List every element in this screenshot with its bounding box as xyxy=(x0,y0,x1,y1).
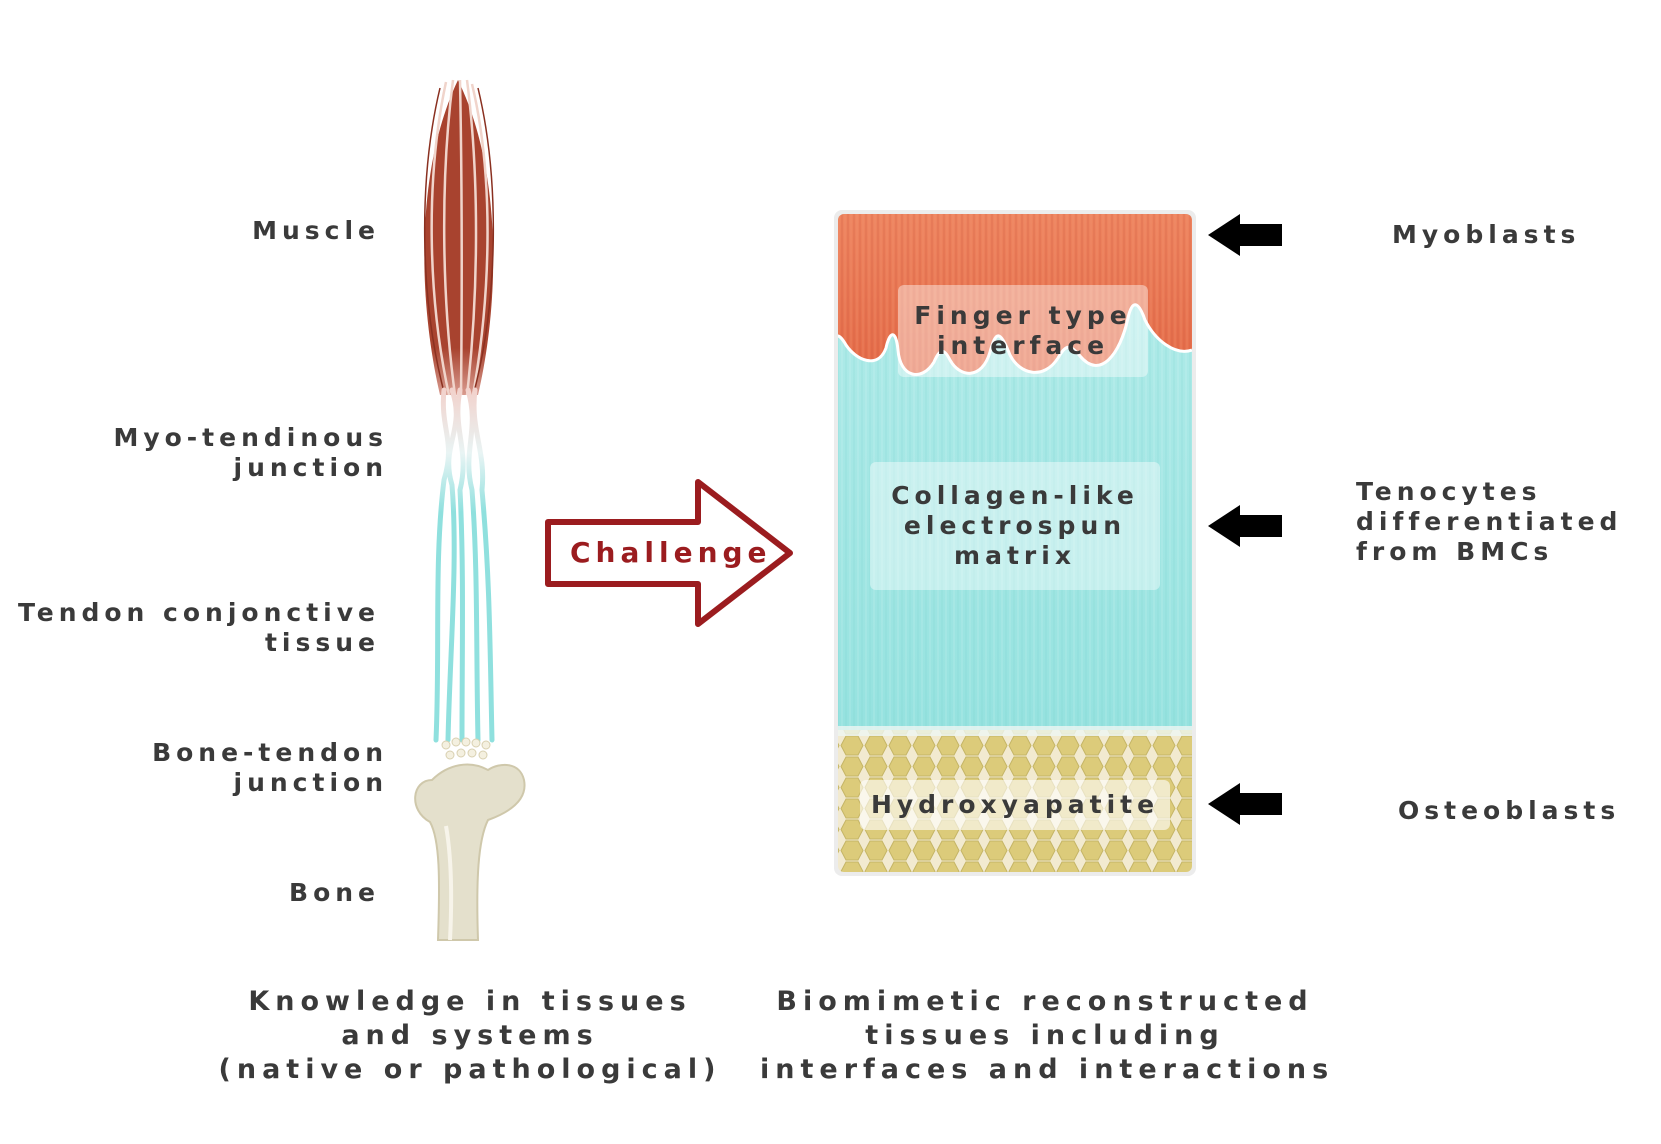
enthesis-dots xyxy=(441,737,491,760)
biomimetic-panel xyxy=(834,210,1196,876)
label-collagen-electrospun-matrix: Collagen-like electrospun matrix xyxy=(870,462,1160,590)
label-finger-type-interface: Finger type interface xyxy=(898,285,1148,377)
muscle-tendon-bone-illustration xyxy=(414,79,526,941)
caption-right: Biomimetic reconstructed tissues includi… xyxy=(760,986,1335,1085)
challenge-label: Challenge xyxy=(570,536,772,569)
challenge-arrow xyxy=(545,479,793,627)
left-arrow-icon xyxy=(1208,783,1282,825)
label-bone-tendon-junction: Bone-tendon junction xyxy=(152,738,388,797)
left-arrow-icon xyxy=(1208,214,1282,256)
tendon-strands xyxy=(433,387,495,743)
bone xyxy=(414,763,526,941)
muscle-belly xyxy=(423,79,495,396)
label-myoblasts: Myoblasts xyxy=(1392,220,1581,249)
label-muscle: Muscle xyxy=(252,216,380,245)
label-tendon-conjonctive-tissue: Tendon conjonctive tissue xyxy=(18,598,380,657)
label-bone: Bone xyxy=(289,878,380,907)
label-osteoblasts: Osteoblasts xyxy=(1398,796,1621,825)
caption-left: Knowledge in tissues and systems (native… xyxy=(218,986,722,1085)
label-tenocytes: Tenocytes differentiated from BMCs xyxy=(1356,477,1623,566)
label-hydroxyapatite: Hydroxyapatite xyxy=(860,780,1170,830)
label-myo-tendinous-junction: Myo-tendinous junction xyxy=(113,423,388,482)
left-arrow-icon xyxy=(1208,505,1282,547)
